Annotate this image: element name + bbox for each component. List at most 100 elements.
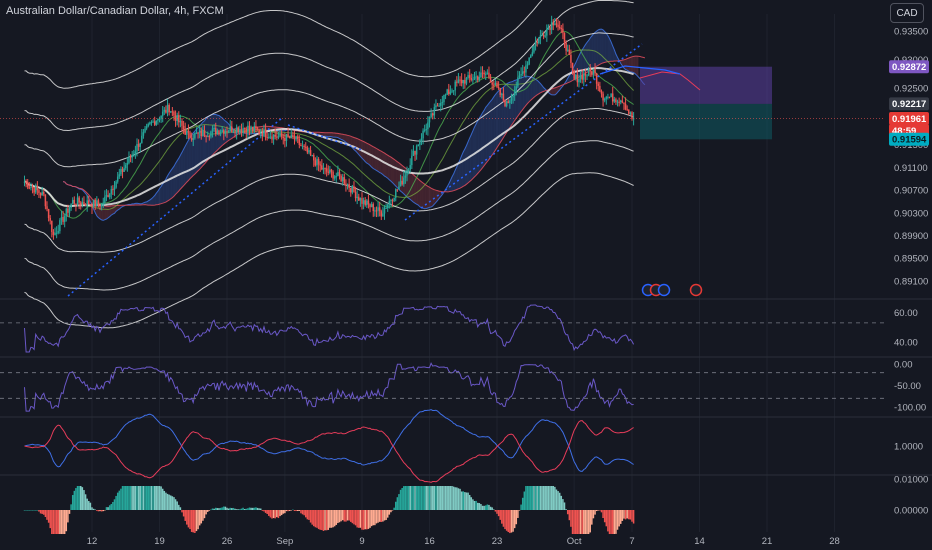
candle-body [613,99,616,102]
time-tick-label: 12 [87,536,98,547]
histogram-bar [422,486,424,510]
ichimoku-cloud-segment [591,34,594,70]
candle-body [327,171,329,173]
histogram-bar [533,486,535,510]
histogram-bar [131,486,133,510]
main-price-pane[interactable] [0,0,885,329]
candle-body [340,175,342,182]
histogram-bar [383,510,386,521]
candle-body [599,85,601,92]
histogram-bar [102,510,104,512]
histogram-bar [539,486,542,510]
time-axis[interactable]: 12 19 26 Sep 9 16 23 Oct 7 14 21 28 [87,536,840,547]
ichimoku-cloud-segment [532,77,534,99]
histogram-bar [260,508,262,510]
histogram-bar [399,489,402,510]
histogram-bar [513,510,516,529]
histogram-bar [250,507,252,510]
currency-button[interactable]: CAD [890,3,924,23]
ichimoku-cloud-segment [601,29,604,64]
ichimoku-cloud-segment [394,159,396,187]
candle-body [73,199,76,204]
candle-body [533,45,535,53]
histogram-bar [179,507,182,510]
candle-body [462,79,464,84]
candle-body [81,201,84,205]
candle-body [190,137,193,140]
histogram-bar [189,510,191,530]
candle-body [621,100,624,103]
candle-body [345,183,347,186]
candle-body [369,204,371,208]
dotted-trendline-up [67,117,283,297]
candle-body [333,176,336,179]
candle-body [96,200,98,207]
histogram-pane-4[interactable]: 0.01000 0.00000 [23,475,929,535]
ichimoku-cloud-segment [537,80,539,95]
histogram-bar [322,510,325,531]
ichimoku-cloud-segment [161,184,163,204]
histogram-bar [478,503,481,510]
histogram-bar [385,510,387,520]
histogram-bar [57,510,59,534]
ichimoku-cloud-segment [175,160,178,195]
histogram-bar [501,510,503,524]
candle-body [186,131,188,135]
histogram-bar [293,510,296,511]
projected-lead-line [599,65,681,75]
histogram-bar [472,499,474,510]
envelope-band [24,66,634,208]
candle-body [509,100,511,103]
histogram-bar [96,510,98,511]
histogram-bar [350,510,352,522]
oscillator-pane-1[interactable]: 60.00 40.00 [0,304,918,353]
candle-body [440,103,442,106]
candle-body [223,130,225,134]
candle-body [446,89,448,95]
histogram-bar [176,501,178,510]
candle-body [420,138,423,141]
histogram-bar [52,510,55,534]
candle-body [129,156,132,158]
candle-body [309,150,312,156]
envelope-band [24,32,634,168]
oscillator-pane-3[interactable]: 1.0000 [24,409,924,483]
ichimoku-cloud-segment [505,83,507,136]
candle-body [215,127,217,134]
ichimoku-cloud-segment [590,35,592,71]
candle-body [515,86,518,90]
histogram-bar [94,509,96,511]
oscillator-pane-2[interactable]: 0.00 -50.00 -100.00 [0,360,926,414]
candle-body [157,118,159,121]
ichimoku-cloud-segment [432,189,435,207]
histogram-bar [473,500,476,510]
histogram-bar [425,486,428,510]
candle-body [149,122,151,125]
candle-body [195,132,198,134]
candle-body [147,124,149,127]
histogram-bar [141,486,143,510]
histogram-bar [502,510,505,527]
histogram-bar [136,486,138,510]
candle-body [587,68,590,76]
histogram-bar [488,504,490,510]
ichimoku-cloud-segment [633,56,636,74]
histogram-bar [476,502,479,510]
histogram-bar [457,488,460,510]
candle-body [406,170,408,176]
histogram-bar [433,486,436,510]
candle-body [378,207,381,212]
candle-body [75,203,77,205]
candle-body [181,120,183,126]
candle-body [211,128,214,132]
ichimoku-cloud-segment [508,82,510,130]
candle-body [346,184,349,186]
histogram-bar [231,508,233,510]
ichimoku-cloud-segment [632,56,634,73]
histogram-bar [86,498,88,510]
candle-body [335,176,338,178]
ichimoku-cloud-segment [418,178,420,207]
ichimoku-cloud-segment [492,96,494,155]
histogram-bar [407,486,410,510]
